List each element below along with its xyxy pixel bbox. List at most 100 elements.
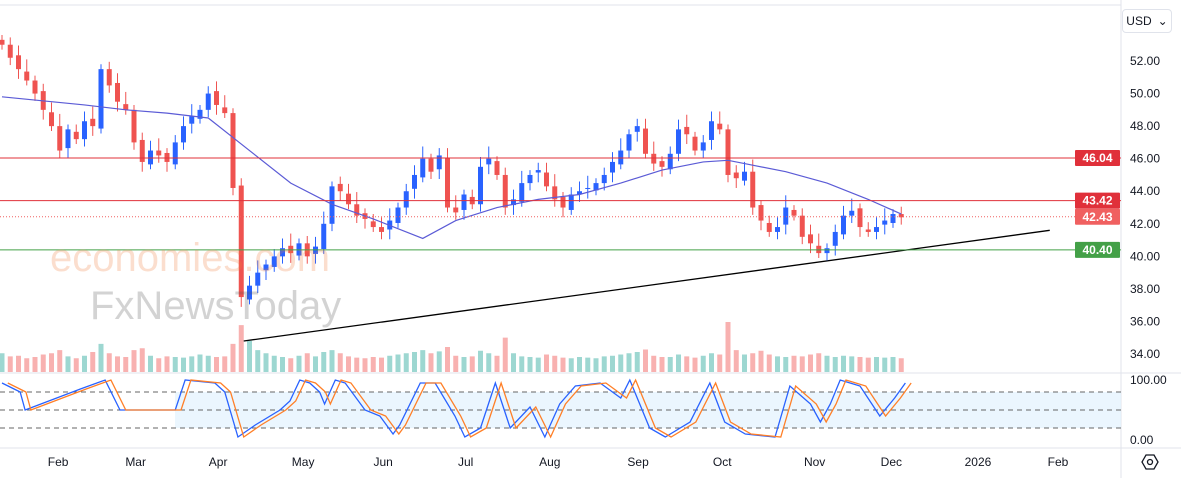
candle-body — [321, 223, 327, 250]
time-tick-label: Feb — [1048, 455, 1069, 469]
candle-body — [57, 126, 63, 151]
volume-bar — [131, 350, 137, 372]
candle-body — [610, 161, 615, 173]
volume-bar — [321, 352, 327, 372]
candle-body — [841, 215, 846, 235]
volume-bar — [667, 357, 673, 372]
volume-bar — [32, 357, 38, 372]
candle-body — [337, 183, 343, 192]
candle-body — [552, 186, 558, 200]
currency-selector[interactable]: USD ⌄ — [1122, 9, 1172, 33]
volume-bar — [544, 354, 549, 372]
volume-bar — [783, 357, 789, 372]
volume-bar — [733, 350, 739, 372]
volume-bar — [49, 353, 54, 372]
candle-body — [725, 129, 731, 175]
candle-body — [49, 112, 54, 127]
candle-body — [486, 158, 492, 165]
candle-body — [106, 69, 112, 86]
volume-bar — [73, 358, 79, 372]
candle-body — [189, 116, 195, 124]
volume-bar — [568, 358, 574, 372]
volume-bar — [24, 358, 30, 372]
volume-bar — [676, 354, 681, 372]
volume-bar — [156, 358, 162, 372]
volume-bar — [775, 356, 780, 372]
candle-body — [247, 285, 252, 300]
volume-bar — [304, 353, 310, 372]
volume-bar — [403, 353, 409, 372]
volume-bar — [164, 356, 170, 372]
candle-body — [511, 199, 516, 206]
volume-bar — [106, 353, 112, 372]
volume-bar — [379, 357, 384, 372]
volume-bar — [478, 350, 483, 372]
volume-bar — [354, 357, 360, 372]
candle-body — [874, 227, 879, 232]
volume-bar — [626, 353, 632, 372]
volume-bar — [271, 355, 277, 372]
candle-body — [280, 248, 285, 257]
volume-bar — [799, 356, 805, 372]
volume-bar — [527, 357, 533, 372]
volume-bar — [214, 357, 219, 372]
candle-body — [568, 194, 574, 210]
candle-body — [560, 196, 566, 208]
time-tick-label: Sep — [627, 455, 649, 469]
volume-bar — [634, 352, 640, 372]
volume-bar — [841, 355, 846, 372]
time-tick-label: Dec — [881, 455, 902, 469]
volume-bar — [16, 355, 21, 372]
candle-body — [428, 158, 434, 172]
volume-bar — [181, 357, 186, 372]
candle-body — [172, 142, 178, 165]
candle-body — [775, 227, 780, 232]
volume-bar — [535, 357, 541, 372]
volume-bar — [461, 357, 467, 372]
candle-body — [156, 150, 162, 156]
candle-body — [7, 44, 13, 58]
time-tick-label: Mar — [125, 455, 146, 469]
candle-body — [453, 207, 459, 213]
candle-body — [808, 234, 813, 244]
candle-body — [700, 142, 706, 151]
candle-body — [832, 231, 838, 246]
price-tick-label: 50.00 — [1130, 87, 1160, 101]
candle-body — [634, 126, 640, 132]
volume-bar — [288, 358, 294, 372]
candle-body — [436, 155, 442, 170]
volume-bar — [57, 350, 63, 372]
candle-body — [783, 207, 789, 225]
candle-body — [255, 272, 261, 286]
time-tick-label: Jun — [373, 455, 392, 469]
volume-bar — [313, 356, 318, 372]
volume-bar — [40, 354, 46, 372]
price-tick-label: 38.00 — [1130, 282, 1160, 296]
volume-bar — [82, 355, 87, 372]
candle-body — [370, 221, 376, 228]
candle-body — [709, 121, 714, 140]
candle-body — [478, 166, 483, 205]
gear-icon[interactable] — [1140, 452, 1160, 472]
volume-bar — [766, 354, 772, 372]
candle-body — [519, 183, 525, 202]
stochastic-axis-label: 0.00 — [1130, 433, 1154, 447]
stochastic-d-line — [7, 378, 912, 439]
candle-body — [502, 174, 508, 208]
candle-body — [73, 131, 79, 140]
volume-bar — [255, 350, 261, 372]
volume-bar — [577, 357, 582, 372]
volume-bar — [874, 357, 879, 372]
candle-body — [329, 186, 335, 224]
price-tick-label: 34.00 — [1130, 347, 1160, 361]
volume-bar — [329, 350, 335, 372]
volume-bar — [123, 357, 129, 372]
stochastic-k-line — [1, 378, 906, 439]
volume-bar — [486, 353, 492, 372]
volume-bar — [552, 355, 558, 372]
candle-body — [90, 118, 96, 127]
price-tag-label: 40.40 — [1082, 243, 1112, 257]
volume-bar — [263, 353, 269, 372]
candle-body — [527, 174, 533, 184]
